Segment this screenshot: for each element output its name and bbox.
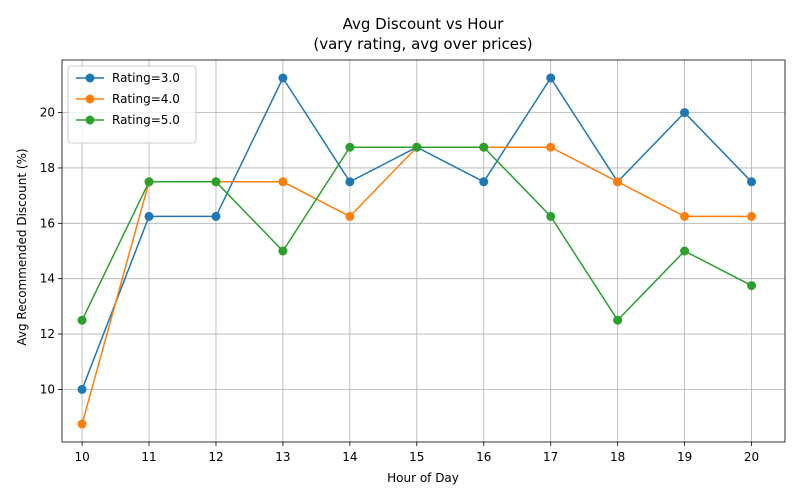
data-point [278, 73, 288, 83]
data-point [747, 211, 757, 221]
legend-item: Rating=3.0 [76, 71, 180, 85]
x-tick-label: 20 [744, 450, 759, 464]
data-point [144, 177, 154, 187]
data-point [211, 177, 221, 187]
series-group [77, 73, 757, 429]
grid-lines [62, 60, 785, 442]
plot-frame [61, 59, 786, 443]
data-point [546, 142, 556, 152]
data-point [546, 73, 556, 83]
data-point [479, 142, 489, 152]
legend-label: Rating=5.0 [112, 113, 180, 127]
y-tick-label: 16 [40, 216, 55, 230]
data-point [680, 211, 690, 221]
legend-box [67, 65, 197, 144]
legend-item: Rating=4.0 [76, 92, 180, 106]
data-point [345, 211, 355, 221]
x-tick-label: 17 [543, 450, 558, 464]
data-point [278, 246, 288, 256]
data-point [144, 211, 154, 221]
data-point [680, 108, 690, 118]
y-tick-label: 12 [40, 327, 55, 341]
chart-title: Avg Discount vs Hour [343, 15, 505, 33]
data-point [77, 315, 87, 325]
x-tick-label: 13 [275, 450, 290, 464]
x-axis-label: Hour of Day [387, 471, 459, 485]
legend: Rating=3.0 Rating=4.0 Rating=5.0 [67, 65, 197, 144]
legend-label: Rating=4.0 [112, 92, 180, 106]
y-axis-ticks: 10 12 14 16 18 20 [40, 106, 62, 396]
series-3 [77, 142, 757, 325]
legend-marker [85, 94, 95, 104]
y-axis-label: Avg Recommended Discount (%) [15, 148, 29, 345]
x-tick-label: 16 [476, 450, 491, 464]
x-tick-label: 15 [409, 450, 424, 464]
y-tick-label: 18 [40, 161, 55, 175]
x-tick-label: 19 [677, 450, 692, 464]
legend-item: Rating=5.0 [76, 113, 180, 127]
data-point [77, 419, 87, 429]
x-tick-label: 10 [74, 450, 89, 464]
data-point [412, 142, 422, 152]
data-point [613, 315, 623, 325]
legend-marker [85, 73, 95, 83]
y-tick-label: 10 [40, 382, 55, 396]
x-axis-ticks: 10 11 12 13 14 15 16 17 18 19 20 [74, 442, 759, 464]
data-point [345, 177, 355, 187]
data-point [345, 142, 355, 152]
data-point [211, 211, 221, 221]
data-point [613, 177, 623, 187]
x-tick-label: 18 [610, 450, 625, 464]
legend-marker [85, 115, 95, 125]
x-tick-label: 11 [141, 450, 156, 464]
y-tick-label: 20 [40, 106, 55, 120]
data-point [77, 384, 87, 394]
data-point [680, 246, 690, 256]
chart-subtitle: (vary rating, avg over prices) [313, 35, 532, 53]
data-point [747, 281, 757, 291]
x-tick-label: 12 [208, 450, 223, 464]
x-tick-label: 14 [342, 450, 357, 464]
data-point [747, 177, 757, 187]
data-point [278, 177, 288, 187]
y-tick-label: 14 [40, 272, 55, 286]
legend-label: Rating=3.0 [112, 71, 180, 85]
data-point [479, 177, 489, 187]
data-point [546, 211, 556, 221]
